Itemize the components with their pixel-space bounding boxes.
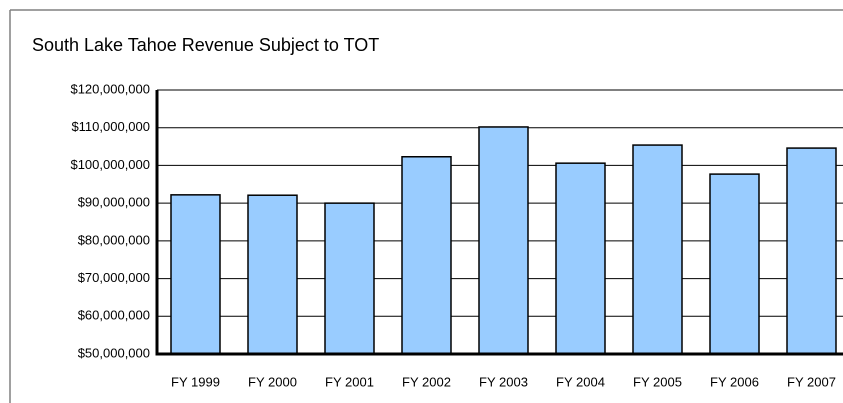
- x-tick-label: FY 2006: [710, 374, 759, 389]
- x-tick-label: FY 2001: [325, 374, 374, 389]
- bar: [709, 173, 760, 355]
- bar: [247, 194, 298, 355]
- bar: [324, 202, 375, 355]
- bar: [555, 162, 606, 355]
- bar: [478, 126, 529, 355]
- bar: [401, 156, 452, 355]
- y-tick-label: $90,000,000: [78, 195, 150, 210]
- y-tick-label: $120,000,000: [70, 81, 150, 96]
- y-tick-label: $110,000,000: [71, 119, 150, 134]
- y-tick-label: $100,000,000: [70, 157, 150, 172]
- x-tick-label: FY 2002: [402, 374, 451, 389]
- x-tick-label: FY 2004: [556, 374, 605, 389]
- y-tick-label: $70,000,000: [78, 270, 150, 285]
- x-tick-label: FY 2000: [248, 374, 297, 389]
- x-tick-label: FY 2007: [787, 374, 836, 389]
- y-tick-label: $60,000,000: [78, 308, 150, 323]
- bar: [632, 144, 683, 355]
- chart-title: South Lake Tahoe Revenue Subject to TOT: [32, 35, 379, 55]
- x-tick-label: FY 2005: [633, 374, 682, 389]
- bar: [786, 147, 837, 355]
- bar: [170, 194, 221, 355]
- y-tick-label: $80,000,000: [78, 232, 150, 247]
- x-tick-label: FY 1999: [171, 374, 220, 389]
- y-tick-label: $50,000,000: [78, 345, 150, 360]
- x-tick-label: FY 2003: [479, 374, 528, 389]
